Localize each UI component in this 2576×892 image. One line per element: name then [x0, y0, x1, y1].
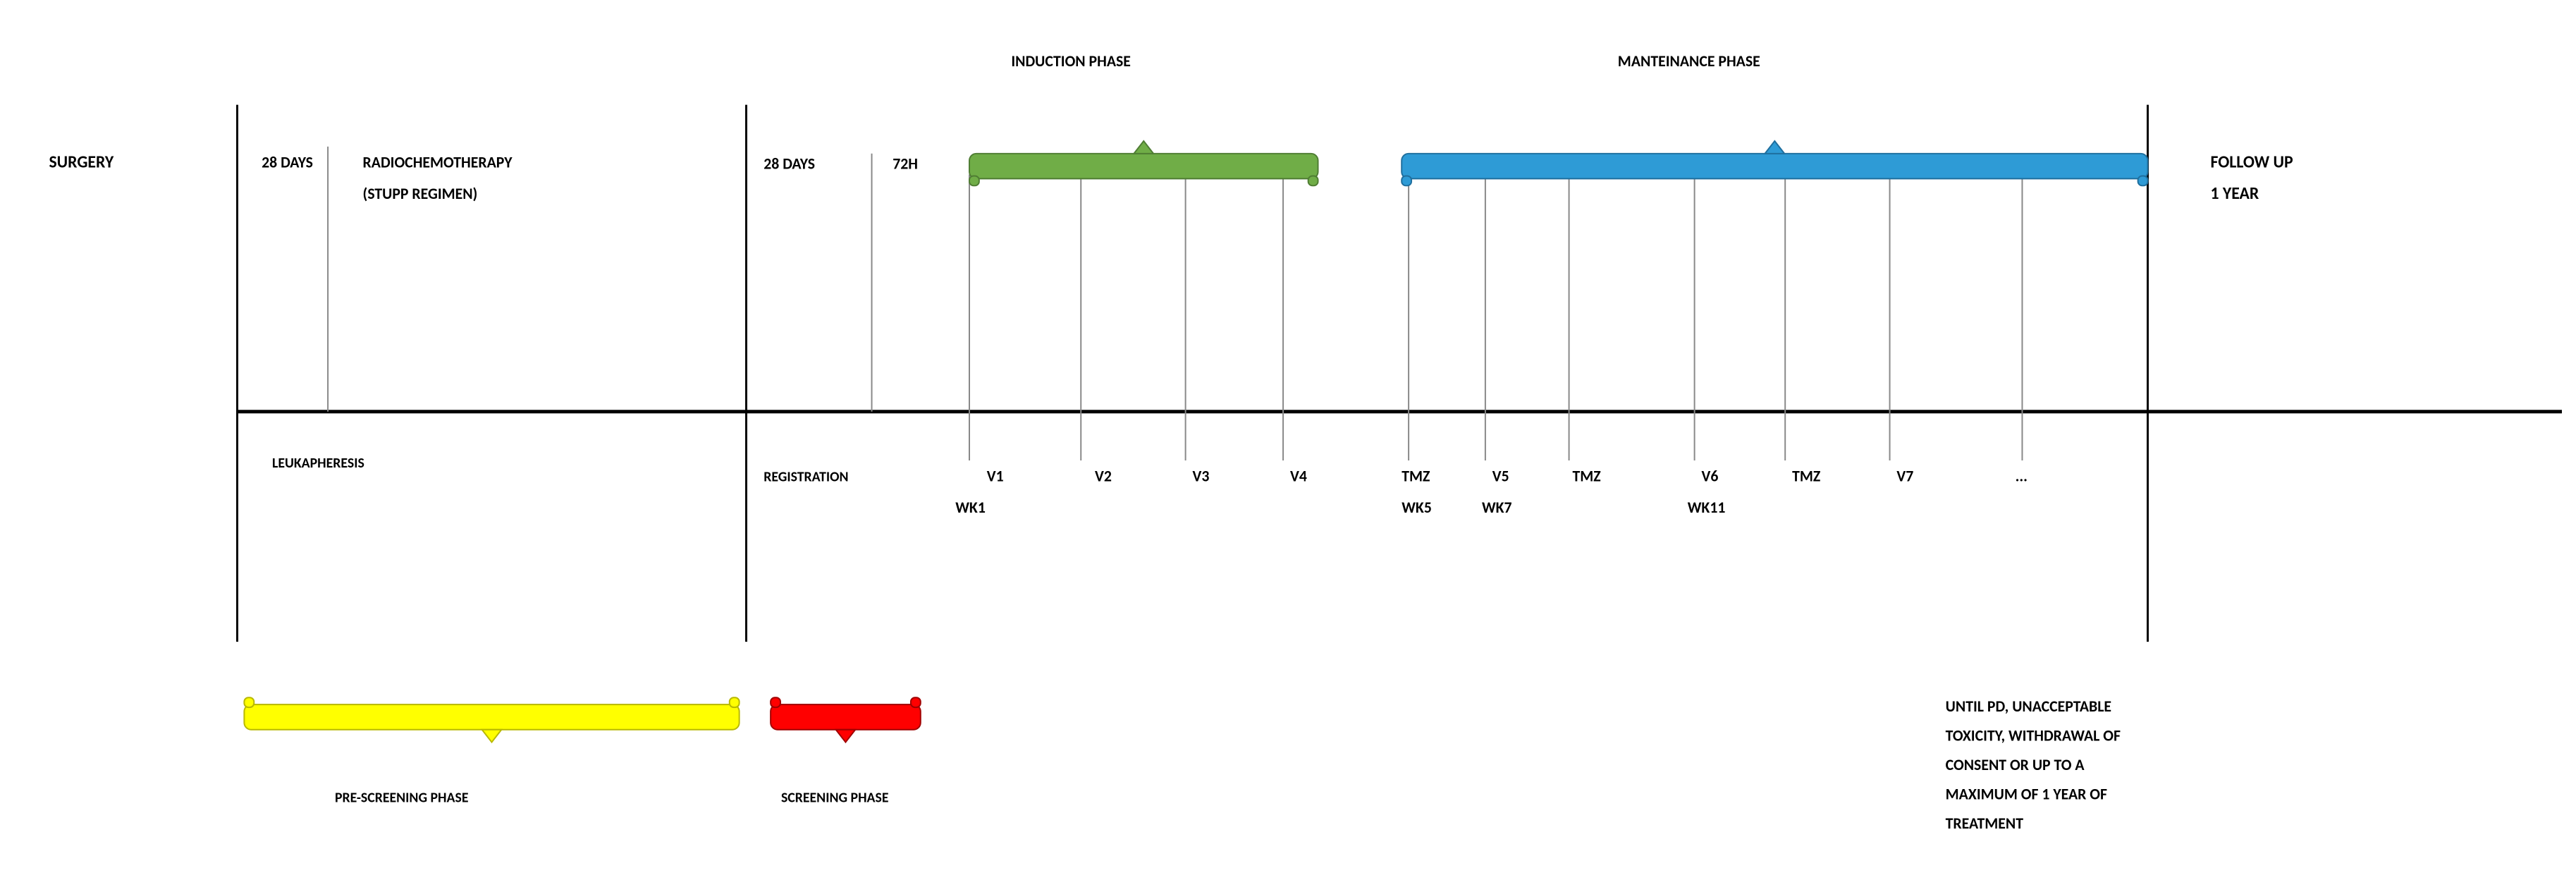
svg-text:LEUKAPHERESIS: LEUKAPHERESIS — [272, 455, 364, 472]
svg-text:SCREENING PHASE: SCREENING PHASE — [781, 790, 889, 807]
svg-text:(STUPP REGIMEN): (STUPP REGIMEN) — [363, 184, 478, 203]
svg-text:V1: V1 — [987, 467, 1004, 486]
svg-text:TOXICITY, WITHDRAWAL OF: TOXICITY, WITHDRAWAL OF — [1946, 726, 2121, 745]
svg-text:V3: V3 — [1193, 467, 1210, 486]
svg-text:...: ... — [2016, 467, 2028, 486]
svg-text:TMZ: TMZ — [1792, 467, 1821, 486]
timeline-diagram: INDUCTION PHASE MANTEINANCE PHASE SURGERY 2… — [14, 14, 2562, 878]
svg-text:V7: V7 — [1896, 467, 1913, 486]
svg-text:UNTIL PD, UNACCEPTABLE: UNTIL PD, UNACCEPTABLE — [1946, 697, 2111, 716]
svg-text:INDUCTION PHASE: INDUCTION PHASE — [1011, 51, 1131, 71]
svg-text:MAXIMUM OF 1 YEAR OF: MAXIMUM OF 1 YEAR OF — [1946, 785, 2107, 804]
svg-text:WK5: WK5 — [1402, 498, 1432, 517]
svg-text:FOLLOW UP: FOLLOW UP — [2211, 152, 2293, 173]
svg-text:PRE-SCREENING PHASE: PRE-SCREENING PHASE — [335, 790, 469, 807]
svg-text:V5: V5 — [1492, 467, 1509, 486]
svg-text:28 DAYS: 28 DAYS — [763, 154, 815, 173]
svg-text:V4: V4 — [1290, 467, 1307, 486]
svg-text:RADIOCHEMOTHERAPY: RADIOCHEMOTHERAPY — [363, 153, 513, 172]
svg-text:SURGERY: SURGERY — [49, 152, 114, 173]
svg-text:MANTEINANCE PHASE: MANTEINANCE PHASE — [1618, 51, 1760, 71]
svg-text:WK1: WK1 — [955, 498, 986, 517]
svg-text:TMZ: TMZ — [1402, 467, 1430, 486]
svg-text:V2: V2 — [1095, 467, 1112, 486]
svg-text:CONSENT OR UP TO A: CONSENT OR UP TO A — [1946, 755, 2085, 774]
svg-text:TREATMENT: TREATMENT — [1946, 814, 2024, 833]
svg-text:WK11: WK11 — [1688, 498, 1726, 517]
svg-text:WK7: WK7 — [1482, 498, 1512, 517]
svg-text:1 YEAR: 1 YEAR — [2211, 183, 2259, 204]
svg-text:72H: 72H — [893, 154, 918, 173]
svg-text:V6: V6 — [1702, 467, 1719, 486]
svg-text:TMZ: TMZ — [1573, 467, 1602, 486]
svg-text:REGISTRATION: REGISTRATION — [763, 469, 848, 486]
svg-text:28 DAYS: 28 DAYS — [262, 153, 313, 172]
